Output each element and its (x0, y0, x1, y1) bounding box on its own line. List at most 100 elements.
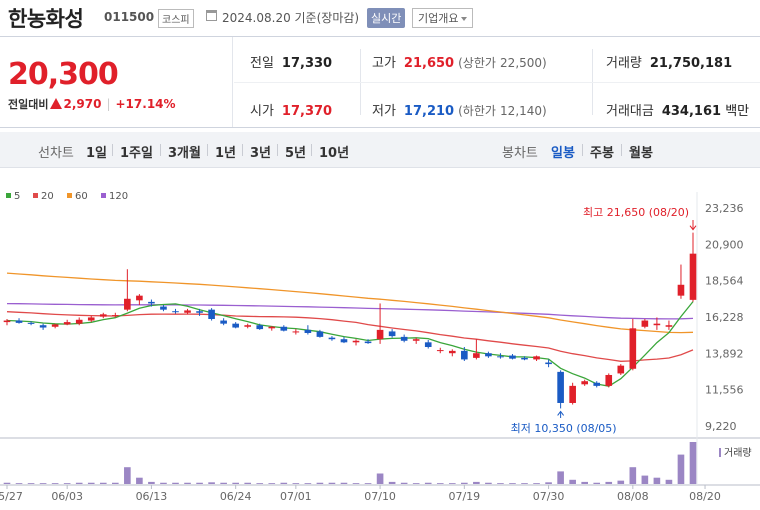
candle-body (136, 295, 143, 301)
volume-bar (124, 467, 131, 484)
x-tick-label: 07/10 (364, 490, 396, 503)
volume-bar (677, 454, 685, 484)
min-price-annotation: 최저 10,350 (08/05) (511, 422, 617, 435)
period-5y-button[interactable]: 5년 (285, 146, 307, 161)
candle-body (388, 331, 396, 337)
candle-body (364, 341, 372, 344)
market-badge: 코스피 (158, 9, 194, 28)
volume-bar (75, 482, 83, 484)
volume-bar (436, 483, 444, 484)
ma60-line (6, 272, 694, 334)
candle-body (220, 320, 227, 324)
volume-cell: 거래량 21,750,181 (606, 52, 732, 71)
volume-value: 21,750,181 (649, 56, 733, 71)
candle-body (497, 356, 504, 358)
volume-bar (15, 483, 23, 484)
legend-label-120: 120 (109, 191, 128, 202)
line-chart-label: 선차트 (38, 146, 74, 161)
open-value: 17,370 (281, 104, 333, 119)
candle-body (581, 381, 588, 385)
period-10y-button[interactable]: 10년 (319, 146, 350, 161)
realtime-button[interactable]: 실시간 (367, 8, 406, 28)
volume-bar (629, 467, 637, 484)
period-3y-button[interactable]: 3년 (250, 146, 272, 161)
x-tick-label: 07/01 (280, 490, 312, 503)
volume-bar (196, 482, 203, 484)
volume-bar (473, 481, 480, 484)
period-toolbar: 선차트 1일 1주일 3개월 1년 3년 5년 10년 봉차트 일봉 주봉 월봉 (0, 132, 760, 168)
candle-body (39, 325, 47, 328)
volume-label: 거래량 (606, 56, 642, 71)
y-tick-label: 20,900 (705, 238, 744, 251)
amount-cell: 거래대금 434,161 백만 (606, 100, 749, 119)
period-1d-button[interactable]: 1일 (86, 146, 108, 161)
candle-body (593, 382, 601, 386)
calendar-icon (206, 10, 217, 21)
candle-body (208, 309, 215, 319)
volume-bar (112, 482, 119, 484)
volume-bar (220, 482, 227, 484)
candle-body (160, 306, 167, 310)
candle-monthly-button[interactable]: 월봉 (629, 146, 653, 161)
volume-bar (99, 482, 107, 484)
candle-daily-button[interactable]: 일봉 (551, 146, 575, 161)
volume-bar (593, 482, 601, 484)
candle-body (112, 315, 119, 317)
open-cell: 시가 17,370 (250, 100, 332, 119)
y-tick-label: 23,236 (705, 202, 744, 215)
candle-body (689, 253, 697, 300)
candle-body (304, 329, 312, 333)
up-arrow-icon (50, 98, 63, 109)
toolbar-separator (160, 144, 161, 156)
candle-weekly-button[interactable]: 주봉 (590, 146, 614, 161)
candle-body (184, 310, 191, 313)
min-arrow-icon (557, 410, 565, 416)
prev-close-value: 17,330 (281, 56, 333, 71)
candle-body (15, 320, 23, 323)
low-cell: 저가 17,210 (하한가 12,140) (372, 100, 547, 119)
toolbar-separator (112, 144, 113, 156)
legend-label-5: 5 (14, 191, 20, 202)
candle-chart-label: 봉차트 (502, 146, 538, 161)
volume-bar (497, 483, 504, 484)
price-change: 전일대비 2,970 | +17.14% (8, 96, 176, 112)
toolbar-separator (582, 144, 583, 156)
candle-body (653, 323, 661, 326)
candle-body (521, 357, 528, 360)
volume-bar (328, 482, 336, 484)
volume-bar (232, 482, 239, 484)
volume-bar (605, 481, 613, 484)
x-tick-label: 06/24 (220, 490, 252, 503)
upper-limit-label: (상한가 (458, 56, 496, 70)
volume-bar (160, 482, 167, 484)
period-1y-button[interactable]: 1년 (215, 146, 237, 161)
chevron-down-icon (461, 17, 468, 21)
candle-body (232, 323, 239, 328)
volume-bar (545, 482, 552, 484)
volume-bar (485, 482, 492, 484)
y-tick-label: 13,892 (705, 347, 744, 360)
candle-body (292, 331, 300, 333)
y-tick-label: 9,220 (705, 420, 737, 433)
toolbar-separator (207, 144, 208, 156)
candle-body (412, 339, 420, 341)
company-info-dropdown[interactable]: 기업개요 (412, 8, 474, 28)
candle-body (268, 326, 276, 329)
y-tick-label: 16,228 (705, 311, 744, 324)
price-chart[interactable]: 5 20 60 120 23,236 20,900 18,564 16,228 13,892 11… (0, 172, 760, 510)
volume-bar (63, 483, 71, 484)
volume-bar (557, 471, 564, 484)
volume-bar (521, 483, 528, 484)
toolbar-separator (277, 144, 278, 156)
candle-body (569, 385, 576, 403)
change-amount: 2,970 (63, 97, 102, 111)
volume-bar (136, 477, 143, 484)
current-price: 20,300 (8, 57, 119, 92)
legend-swatch-120 (101, 193, 106, 198)
volume-bar (689, 442, 697, 484)
period-1w-button[interactable]: 1주일 (120, 146, 153, 161)
stock-name: 한농화성 (8, 7, 84, 31)
candle-body (677, 284, 685, 296)
candle-body (641, 320, 649, 327)
period-3m-button[interactable]: 3개월 (168, 146, 201, 161)
